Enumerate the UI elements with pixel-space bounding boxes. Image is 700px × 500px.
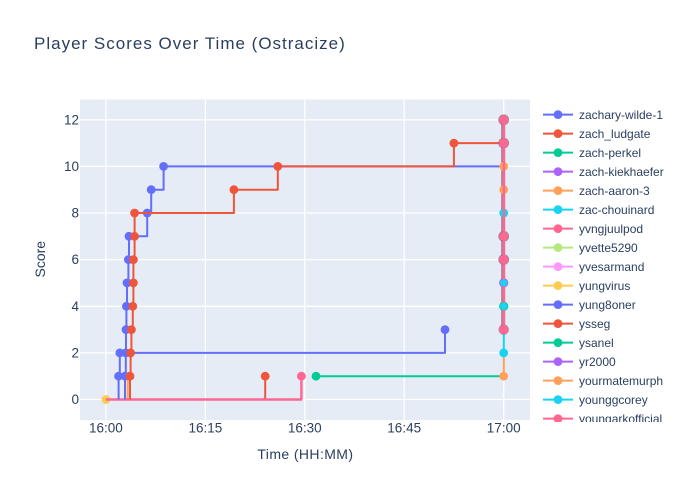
- svg-text:2: 2: [71, 345, 79, 360]
- svg-text:16:15: 16:15: [189, 421, 223, 436]
- svg-text:zach_ludgate: zach_ludgate: [579, 127, 651, 141]
- svg-text:6: 6: [71, 252, 79, 267]
- svg-text:ysanel: ysanel: [579, 336, 614, 350]
- svg-text:yvngjuulpod: yvngjuulpod: [579, 222, 643, 236]
- svg-text:17:00: 17:00: [487, 421, 521, 436]
- svg-text:ysseg: ysseg: [579, 317, 610, 331]
- svg-text:Time (HH:MM): Time (HH:MM): [257, 446, 353, 462]
- svg-text:16:00: 16:00: [89, 421, 123, 436]
- svg-text:zachary-wilde-1: zachary-wilde-1: [579, 108, 663, 122]
- svg-text:yourmatemurph: yourmatemurph: [579, 374, 663, 388]
- svg-text:16:45: 16:45: [387, 421, 421, 436]
- svg-text:16:30: 16:30: [288, 421, 322, 436]
- svg-text:12: 12: [64, 112, 79, 127]
- svg-text:Player Scores Over Time (Ostra: Player Scores Over Time (Ostracize): [34, 34, 346, 53]
- svg-text:zac-chouinard: zac-chouinard: [579, 203, 654, 217]
- svg-text:4: 4: [71, 299, 79, 314]
- svg-text:yung8oner: yung8oner: [579, 298, 636, 312]
- svg-text:zach-aaron-3: zach-aaron-3: [579, 184, 650, 198]
- svg-text:yvesarmand: yvesarmand: [579, 260, 644, 274]
- svg-text:yungvirus: yungvirus: [579, 279, 630, 293]
- svg-text:8: 8: [71, 206, 79, 221]
- svg-text:yvette5290: yvette5290: [579, 241, 638, 255]
- svg-text:younggcorey: younggcorey: [579, 393, 648, 407]
- svg-text:yr2000: yr2000: [579, 355, 616, 369]
- svg-text:Score: Score: [32, 241, 48, 278]
- svg-text:10: 10: [64, 159, 79, 174]
- svg-text:0: 0: [71, 392, 79, 407]
- svg-text:zach-perkel: zach-perkel: [579, 146, 641, 160]
- svg-text:zach-kiekhaefer: zach-kiekhaefer: [579, 165, 664, 179]
